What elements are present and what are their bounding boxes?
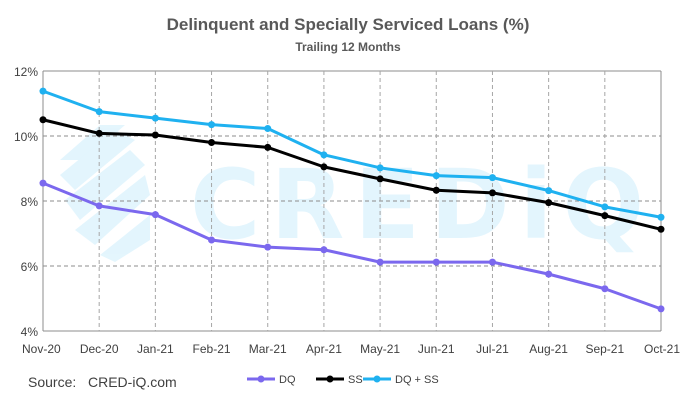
legend-marker-dq xyxy=(257,375,265,383)
x-tick-label: Jul-21 xyxy=(476,342,509,356)
data-point-dq-ss xyxy=(601,203,609,211)
source-label: Source: xyxy=(28,374,76,390)
data-point-dq-ss xyxy=(151,114,159,122)
data-point-dq xyxy=(432,258,440,266)
y-tick-label: 4% xyxy=(21,325,39,339)
y-tick-label: 10% xyxy=(14,130,38,144)
data-point-dq xyxy=(545,270,553,278)
data-point-dq xyxy=(488,258,496,266)
watermark-emblem xyxy=(60,125,150,262)
data-point-dq xyxy=(657,305,665,313)
x-tick-label: Jun-21 xyxy=(418,342,455,356)
data-point-ss xyxy=(376,175,384,183)
data-point-dq-ss xyxy=(545,187,553,195)
y-tick-label: 8% xyxy=(21,195,39,209)
data-point-dq xyxy=(376,258,384,266)
data-point-ss xyxy=(545,199,553,207)
legend-marker-ss xyxy=(326,375,334,383)
x-tick-label: Nov-20 xyxy=(22,342,61,356)
data-point-dq xyxy=(264,243,272,251)
data-point-dq xyxy=(39,179,47,187)
data-point-dq xyxy=(601,285,609,293)
data-point-ss xyxy=(151,131,159,139)
x-tick-label: Mar-21 xyxy=(249,342,287,356)
series-line-ss xyxy=(41,118,663,231)
x-tick-label: Apr-21 xyxy=(306,342,342,356)
data-point-dq xyxy=(208,236,216,244)
data-point-dq-ss xyxy=(376,164,384,172)
x-tick-label: Aug-21 xyxy=(529,342,568,356)
x-tick-label: Jan-21 xyxy=(137,342,174,356)
x-tick-label: May-21 xyxy=(360,342,400,356)
data-point-ss xyxy=(488,189,496,197)
legend-label-dq: DQ xyxy=(279,374,296,386)
data-point-dq-ss xyxy=(264,125,272,133)
source-value: CRED-iQ.com xyxy=(88,374,177,390)
data-point-dq xyxy=(151,211,159,219)
legend-label-dq-ss: DQ + SS xyxy=(395,374,439,386)
data-point-dq-ss xyxy=(657,213,665,221)
data-point-dq-ss xyxy=(208,121,216,129)
data-point-dq xyxy=(320,246,328,254)
data-point-dq-ss xyxy=(488,174,496,182)
x-tick-label: Oct-21 xyxy=(644,342,680,356)
series-group xyxy=(39,87,665,313)
grid xyxy=(42,70,662,332)
data-point-dq-ss xyxy=(320,151,328,159)
data-point-ss xyxy=(601,212,609,220)
data-point-dq-ss xyxy=(95,108,103,116)
series-line-dq xyxy=(41,181,663,311)
chart-title: Delinquent and Specially Serviced Loans … xyxy=(167,15,530,34)
data-point-dq-ss xyxy=(39,87,47,95)
data-point-dq xyxy=(95,202,103,210)
data-point-ss xyxy=(208,139,216,146)
data-point-ss xyxy=(39,116,47,124)
data-point-dq-ss xyxy=(432,172,440,180)
y-tick-label: 6% xyxy=(21,260,39,274)
data-point-ss xyxy=(320,163,328,171)
x-tick-label: Dec-20 xyxy=(80,342,119,356)
legend-label-ss: SS xyxy=(348,374,363,386)
watermark-logo: CREDiQ xyxy=(60,125,654,262)
data-point-ss xyxy=(95,129,103,137)
chart-subtitle: Trailing 12 Months xyxy=(295,40,401,54)
y-tick-label: 12% xyxy=(14,65,38,79)
x-tick-label: Sep-21 xyxy=(585,342,624,356)
legend: DQ SS DQ + SS xyxy=(247,374,439,386)
data-point-ss xyxy=(264,143,272,151)
x-axis-ticks: Nov-20 Dec-20 Jan-21 Feb-21 Mar-21 Apr-21 May-… xyxy=(22,342,680,356)
x-tick-label: Feb-21 xyxy=(193,342,231,356)
legend-marker-dq-ss xyxy=(373,375,381,383)
data-point-ss xyxy=(657,225,665,233)
data-point-ss xyxy=(432,186,440,194)
series-line-dq-ss xyxy=(41,89,663,219)
watermark-text: CREDiQ xyxy=(190,149,654,261)
y-axis-ticks: 4% 6% 8% 10% 12% xyxy=(14,65,38,339)
